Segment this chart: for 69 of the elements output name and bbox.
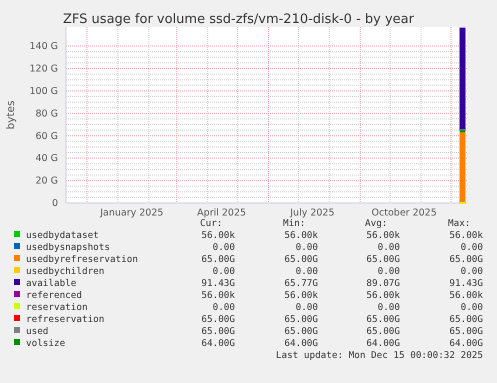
text: 65.77G <box>284 278 318 289</box>
text: 56.00k <box>449 290 484 301</box>
y-tick-label: 120 G <box>29 64 58 75</box>
text: 65.00G <box>366 314 400 325</box>
y-tick-label: 20 G <box>36 176 58 187</box>
text: 64.00G <box>201 338 236 349</box>
text: 56.00k <box>366 290 400 301</box>
text: 65.00G <box>449 254 484 265</box>
text: Cur: <box>200 218 222 229</box>
text: 65.00G <box>201 314 236 325</box>
text: 65.00G <box>366 254 400 265</box>
text: 0.00 <box>296 242 318 253</box>
text: 56.00k <box>201 290 236 301</box>
text: 0.00 <box>296 302 318 313</box>
text: Min: <box>283 218 306 229</box>
legend-label: used <box>26 326 48 337</box>
text: 64.00G <box>284 338 318 349</box>
legend-label: reservation <box>26 302 88 313</box>
text: 91.43G <box>449 278 484 289</box>
text: 0.00 <box>212 266 235 277</box>
text: 56.00k <box>284 290 318 301</box>
legend-label: refreservation <box>26 314 104 325</box>
text: 65.00G <box>201 254 236 265</box>
text: 65.00G <box>284 254 318 265</box>
x-tick-label: July 2025 <box>289 208 335 219</box>
legend-label: volsize <box>26 338 66 349</box>
text: 56.00k <box>449 230 484 241</box>
text: 0.00 <box>378 302 400 313</box>
text: 0.00 <box>460 302 483 313</box>
x-tick-label: January 2025 <box>99 208 164 219</box>
text: Max: <box>448 218 470 229</box>
text: 91.43G <box>201 278 236 289</box>
text: 0.00 <box>378 266 400 277</box>
text: 0.00 <box>212 242 235 253</box>
text: 65.00G <box>284 326 318 337</box>
text: 65.00G <box>449 314 484 325</box>
legend-label: usedbydataset <box>26 230 99 241</box>
text: 56.00k <box>201 230 236 241</box>
text: 65.00G <box>201 326 236 337</box>
text: 0.00 <box>212 302 235 313</box>
text: 0.00 <box>460 242 483 253</box>
text: 56.00k <box>366 230 400 241</box>
chart-title: ZFS usage for volume ssd-zfs/vm-210-disk-0 - by year <box>63 12 415 27</box>
legend-label: available <box>26 278 77 289</box>
text: Last update: Mon Dec 15 00:00:32 2025 <box>276 350 483 361</box>
legend-label: usedbyrefreservation <box>26 254 138 265</box>
x-tick-label: October 2025 <box>372 208 437 219</box>
text: 0.00 <box>460 266 483 277</box>
y-tick-label: 60 G <box>36 130 58 142</box>
legend-label: usedbychildren <box>26 266 104 277</box>
y-tick-label: 100 G <box>29 86 58 97</box>
text: 0.00 <box>296 266 318 277</box>
x-tick-label: April 2025 <box>197 208 246 219</box>
legend-label: usedbysnapshots <box>26 242 110 253</box>
text: 64.00G <box>449 338 484 349</box>
text: 65.00G <box>366 326 400 337</box>
y-tick-label: 40 G <box>36 153 58 164</box>
text: 0.00 <box>378 242 400 253</box>
text: 65.00G <box>284 314 318 325</box>
y-tick-label: 0 <box>52 198 58 210</box>
y-tick-label: 80 G <box>36 108 58 120</box>
legend-label: referenced <box>26 290 82 301</box>
text: Avg: <box>365 218 388 229</box>
text: 64.00G <box>366 338 400 349</box>
y-tick-label: 140 G <box>29 41 58 52</box>
y-axis-title: bytes <box>5 100 17 130</box>
text: 56.00k <box>284 230 318 241</box>
text: 89.07G <box>366 278 400 289</box>
text: 65.00G <box>449 326 484 337</box>
